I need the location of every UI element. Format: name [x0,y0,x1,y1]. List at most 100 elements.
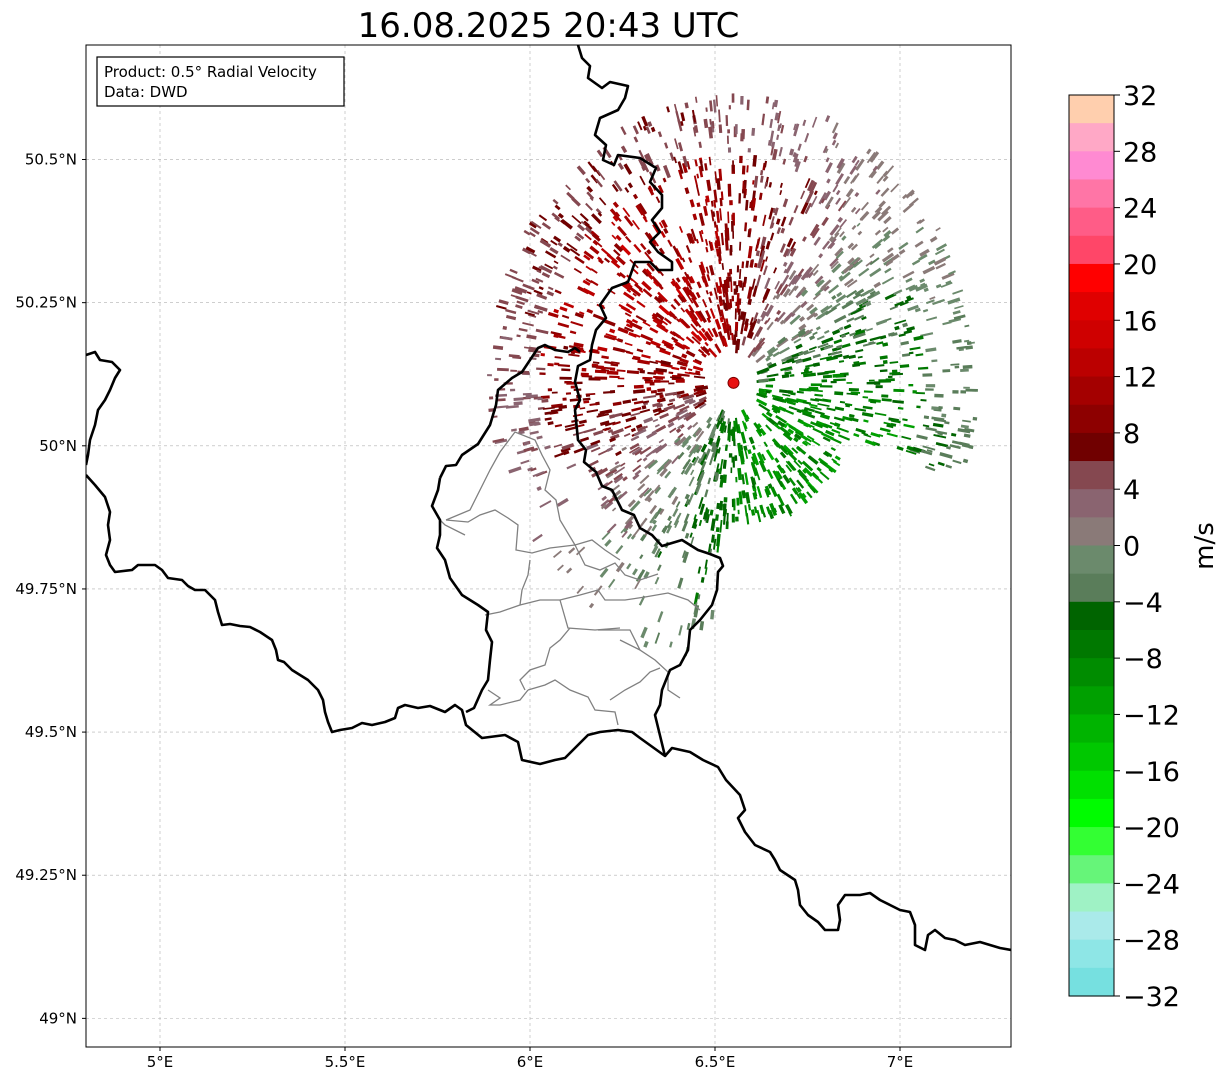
velocity-echo [671,455,680,465]
velocity-echo [591,348,599,354]
velocity-echo [641,165,647,172]
velocity-echo [741,474,745,485]
velocity-echo [673,298,681,307]
velocity-echo [695,185,700,196]
velocity-echo [869,253,875,259]
velocity-echo [511,288,523,295]
velocity-echo [807,179,815,192]
velocity-echo [776,477,784,488]
velocity-echo [536,486,542,492]
velocity-echo [846,382,853,384]
velocity-echo [500,336,512,341]
velocity-echo [685,350,696,358]
velocity-echo [603,480,613,488]
velocity-echo [638,202,648,215]
velocity-echo [680,307,686,313]
velocity-echo [896,445,904,451]
velocity-echo [566,191,575,200]
velocity-echo [736,265,740,273]
velocity-echo [558,404,568,410]
velocity-echo [744,449,749,459]
velocity-echo [802,468,808,474]
velocity-echo [844,278,854,287]
velocity-echo [677,169,684,180]
velocity-echo [705,266,710,274]
velocity-echo [932,422,944,428]
velocity-echo [733,334,737,345]
velocity-echo [690,228,697,242]
velocity-echo [954,365,960,369]
velocity-echo [865,302,872,307]
velocity-echo [596,149,604,158]
velocity-echo [526,334,537,340]
velocity-echo [624,519,634,530]
velocity-echo [670,304,677,310]
velocity-echo [828,235,835,242]
velocity-echo [835,294,847,304]
velocity-echo [813,190,818,196]
velocity-echo [759,245,766,258]
velocity-echo [618,272,626,279]
velocity-echo [761,113,766,126]
velocity-echo [753,262,758,268]
velocity-echo [708,156,712,166]
colorbar-tick-label: 28 [1123,137,1157,168]
velocity-echo [863,390,873,393]
velocity-echo [592,313,605,321]
velocity-echo [851,225,857,230]
velocity-echo [677,161,684,174]
velocity-echo [547,388,553,392]
velocity-echo [767,362,777,369]
velocity-echo [839,400,846,404]
velocity-echo [883,229,892,238]
velocity-echo [550,239,558,246]
velocity-echo [629,286,642,297]
velocity-echo [666,106,670,113]
velocity-echo [642,213,647,220]
velocity-echo [803,372,816,378]
velocity-echo [685,286,694,297]
velocity-echo [610,434,616,440]
velocity-echo [889,305,899,311]
velocity-echo [862,341,876,347]
velocity-echo [586,191,595,200]
colorbar-cell [1069,686,1114,716]
velocity-echo [724,444,728,451]
velocity-echo [848,417,859,423]
velocity-echo [654,486,662,495]
velocity-echo [667,515,672,522]
velocity-echo [535,277,544,283]
velocity-echo [633,243,642,253]
velocity-echo [656,323,669,333]
velocity-echo [641,405,647,410]
velocity-echo [823,190,832,201]
velocity-echo [899,301,909,307]
velocity-echo [901,435,912,441]
velocity-echo [595,208,602,215]
velocity-echo [761,412,770,421]
velocity-echo [706,416,713,424]
velocity-echo [698,141,702,149]
velocity-echo [720,309,725,320]
velocity-echo [673,339,684,348]
velocity-echo [576,381,583,385]
velocity-echo [658,222,664,229]
velocity-echo [811,227,820,239]
velocity-echo [640,534,647,542]
velocity-echo [879,355,888,360]
velocity-echo [751,127,756,136]
velocity-echo [812,353,821,359]
velocity-echo [576,585,585,594]
velocity-echo [737,280,742,287]
velocity-echo [881,276,895,285]
velocity-echo [730,281,733,292]
velocity-echo [557,363,571,368]
velocity-echo [807,483,816,493]
velocity-echo [620,126,627,136]
velocity-echo [820,284,827,292]
velocity-echo [574,235,582,242]
velocity-echo [960,368,969,372]
velocity-echo [837,200,847,212]
velocity-echo [622,291,635,301]
velocity-echo [654,412,661,416]
